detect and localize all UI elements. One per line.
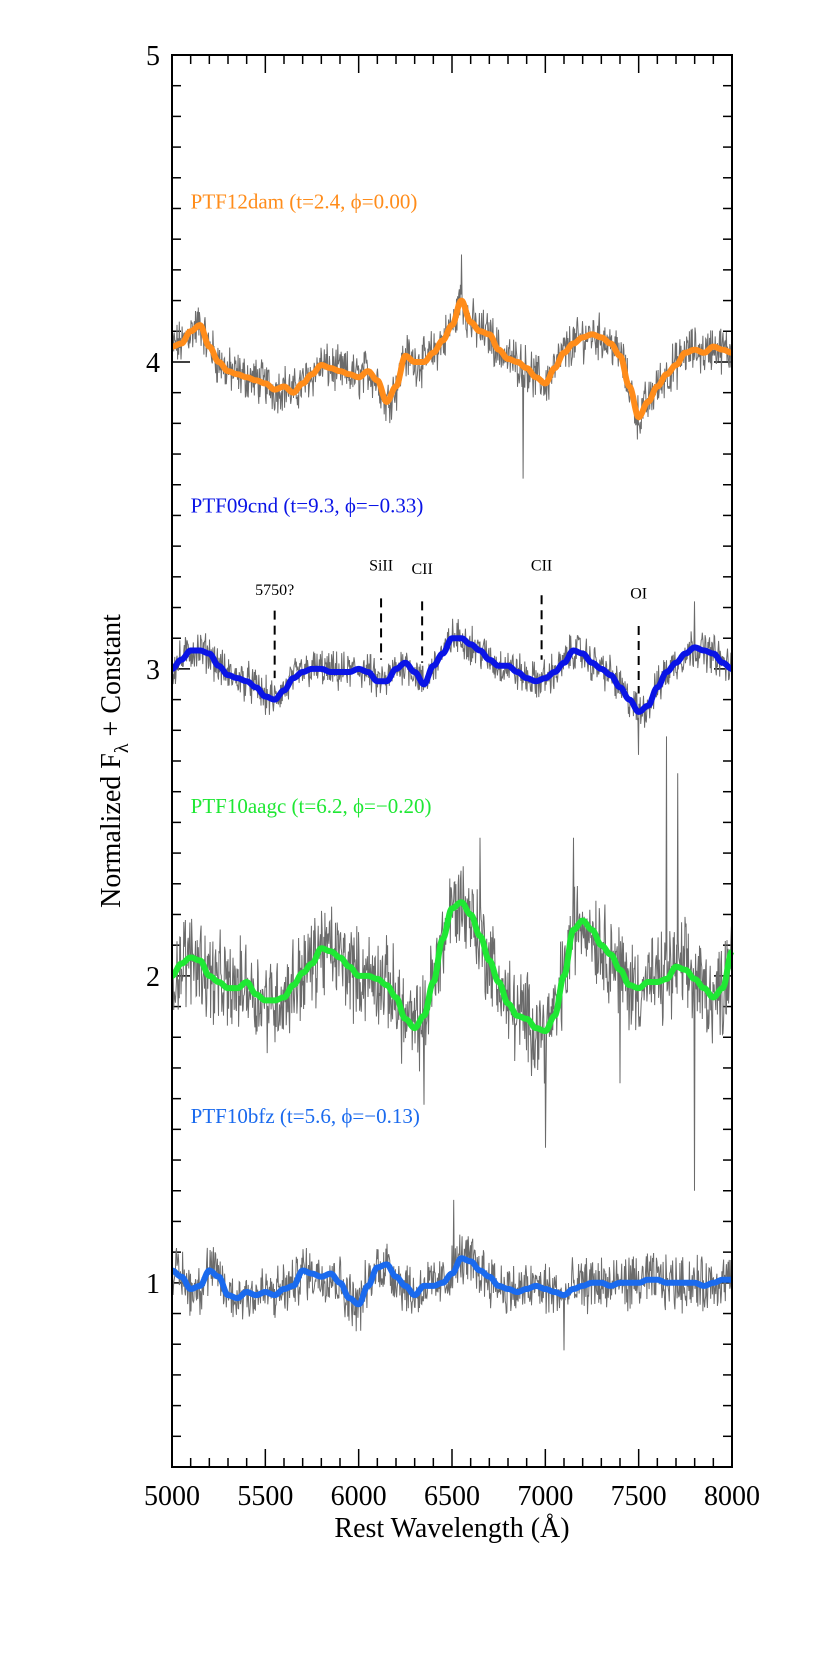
y-tick-label: 5 [146, 41, 160, 72]
smoothed-spectra [169, 297, 735, 1308]
x-tick-label: 8000 [704, 1481, 760, 1512]
series-labels: PTF12dam (t=2.4, ϕ=0.00) PTF09cnd (t=9.3,… [191, 189, 432, 1128]
x-tick-label: 7500 [611, 1481, 667, 1512]
x-tick-label: 6000 [331, 1481, 387, 1512]
tick-labels: 5000 5500 6000 6500 7000 7500 8000 1 2 3 4 5 [144, 41, 760, 1512]
y-axis-title: Normalized Fλ + Constant [96, 614, 133, 908]
y-tick-label: 1 [146, 1269, 160, 1300]
raw-spectrum-0 [171, 254, 733, 479]
raw-spectrum-3 [171, 1199, 733, 1369]
smoothed-spectrum-0 [169, 297, 735, 421]
smoothed-spectrum-1 [169, 635, 735, 715]
series-label-1: PTF09cnd (t=9.3, ϕ=−0.33) [191, 493, 424, 517]
y-tick-label: 3 [146, 655, 160, 686]
line-id-label-2: CII [411, 561, 432, 578]
y-tick-label: 2 [146, 962, 160, 993]
series-label-0: PTF12dam (t=2.4, ϕ=0.00) [191, 189, 418, 213]
smoothed-spectrum-2 [169, 899, 735, 1035]
x-tick-label: 5000 [144, 1481, 200, 1512]
plot-frame [171, 54, 733, 1468]
x-axis-title: Rest Wavelength (Å) [334, 1513, 569, 1544]
x-tick-label: 6500 [424, 1481, 480, 1512]
y-tick-label: 4 [146, 348, 160, 379]
raw-spectrum-1 [171, 601, 733, 755]
line-id-label-1: SiII [369, 558, 393, 575]
line-identifications: 5750? SiII CII CII OI [255, 558, 647, 694]
series-label-2: PTF10aagc (t=6.2, ϕ=−0.20) [191, 794, 432, 818]
x-tick-label: 7000 [517, 1481, 573, 1512]
series-label-3: PTF10bfz (t=5.6, ϕ=−0.13) [191, 1104, 420, 1128]
line-id-label-0: 5750? [255, 582, 294, 599]
x-tick-label: 5500 [237, 1481, 293, 1512]
line-id-label-3: CII [531, 558, 552, 575]
line-id-label-4: OI [630, 585, 647, 602]
smoothed-spectrum-3 [169, 1255, 735, 1308]
raw-spectrum-2 [171, 736, 733, 1191]
